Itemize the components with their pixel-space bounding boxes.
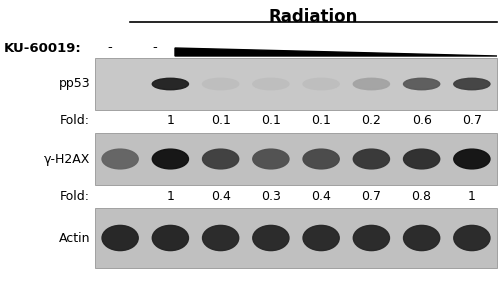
Text: Fold:: Fold:: [60, 113, 90, 126]
Text: 1: 1: [468, 190, 476, 202]
Ellipse shape: [202, 78, 238, 90]
Ellipse shape: [102, 226, 138, 251]
Text: 0.1: 0.1: [311, 113, 331, 126]
Ellipse shape: [102, 149, 138, 169]
Ellipse shape: [404, 226, 440, 251]
Bar: [95, 58, 497, 110]
Text: -: -: [152, 41, 158, 54]
Ellipse shape: [354, 78, 390, 90]
Ellipse shape: [253, 149, 289, 169]
Text: pp53: pp53: [58, 77, 90, 90]
Bar: [95, 208, 497, 268]
Ellipse shape: [253, 226, 289, 251]
Text: 1: 1: [166, 190, 174, 202]
Ellipse shape: [303, 78, 339, 90]
Bar: [95, 133, 497, 185]
Ellipse shape: [152, 78, 188, 90]
Ellipse shape: [253, 78, 289, 90]
Text: Fold:: Fold:: [60, 190, 90, 202]
Text: 0.3: 0.3: [261, 190, 281, 202]
Ellipse shape: [404, 149, 440, 169]
Text: 0.1: 0.1: [261, 113, 281, 126]
Text: 0.2: 0.2: [362, 113, 382, 126]
Text: 0.1: 0.1: [210, 113, 231, 126]
Ellipse shape: [152, 226, 188, 251]
Ellipse shape: [303, 226, 339, 251]
Text: 0.4: 0.4: [210, 190, 231, 202]
Text: 1: 1: [166, 113, 174, 126]
Ellipse shape: [354, 149, 390, 169]
Ellipse shape: [303, 149, 339, 169]
Ellipse shape: [454, 226, 490, 251]
Polygon shape: [175, 48, 497, 56]
Text: 0.6: 0.6: [412, 113, 432, 126]
Text: 0.7: 0.7: [362, 190, 382, 202]
Text: γ-H2AX: γ-H2AX: [44, 153, 90, 166]
Text: 0.4: 0.4: [311, 190, 331, 202]
Text: Radiation: Radiation: [269, 8, 358, 26]
Ellipse shape: [454, 78, 490, 90]
Ellipse shape: [202, 149, 238, 169]
Ellipse shape: [354, 226, 390, 251]
Text: -: -: [108, 41, 112, 54]
Ellipse shape: [454, 149, 490, 169]
Text: KU-60019:: KU-60019:: [4, 41, 82, 54]
Ellipse shape: [404, 78, 440, 90]
Ellipse shape: [202, 226, 238, 251]
Text: Actin: Actin: [58, 232, 90, 245]
Text: 0.7: 0.7: [462, 113, 482, 126]
Ellipse shape: [152, 149, 188, 169]
Text: 0.8: 0.8: [412, 190, 432, 202]
